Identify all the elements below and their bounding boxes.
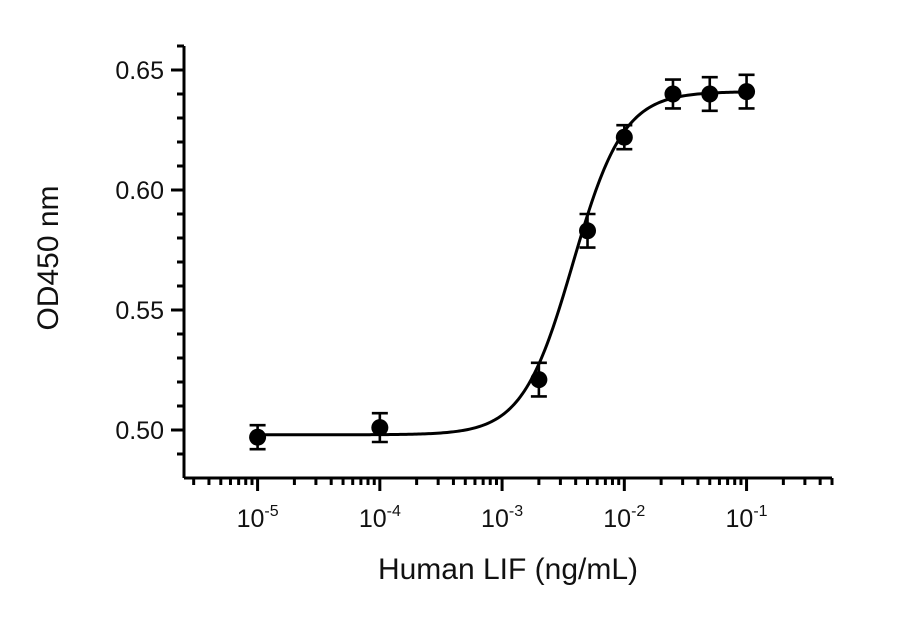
- fit-curve: [257, 90, 747, 437]
- data-point: [530, 371, 548, 389]
- plot-area: 0.50 0.55 0.60 0.65 10-5 10-4 10-3 10-2 10-1: [115, 44, 834, 533]
- y-tick-label: 0.65: [115, 57, 164, 85]
- x-tick-label: 10-3: [481, 503, 523, 533]
- y-tick-label: 0.60: [115, 177, 164, 205]
- y-tick-label: 0.55: [115, 297, 164, 325]
- data-point: [579, 222, 597, 240]
- data-point: [371, 419, 389, 437]
- x-tick-label: 10-2: [603, 503, 645, 533]
- x-axis-title: Human LIF (ng/mL): [378, 553, 638, 586]
- data-point: [249, 428, 267, 446]
- y-axis-title: OD450 nm: [32, 185, 65, 330]
- data-point: [738, 83, 756, 101]
- x-tick-label: 10-1: [726, 503, 768, 533]
- y-tick-label: 0.50: [115, 417, 164, 445]
- data-point: [664, 85, 682, 103]
- x-tick-label: 10-4: [359, 503, 401, 533]
- data-point: [615, 128, 633, 146]
- x-tick-label: 10-5: [237, 503, 279, 533]
- data-point: [701, 85, 719, 103]
